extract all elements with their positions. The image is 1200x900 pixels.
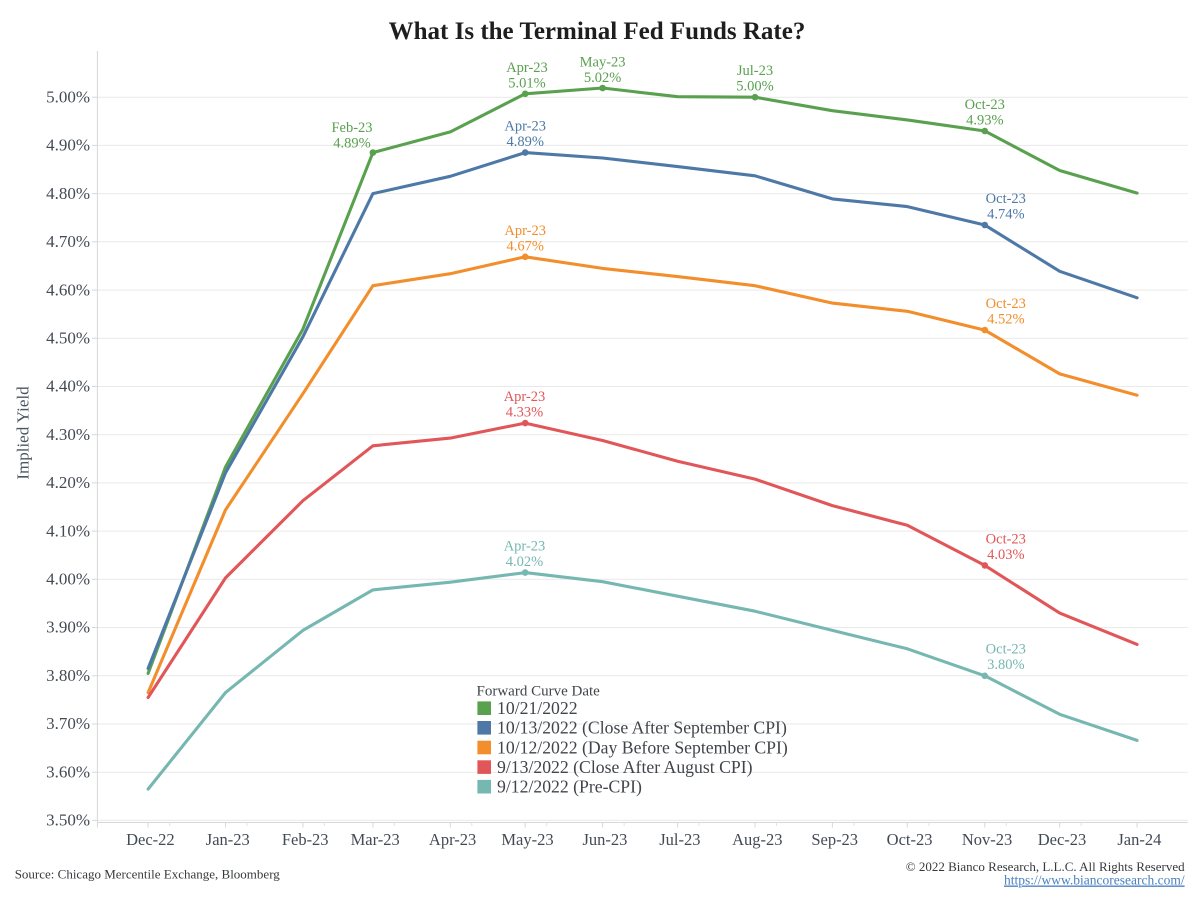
- svg-text:Apr-23: Apr-23: [504, 119, 546, 135]
- svg-text:Nov-23: Nov-23: [962, 830, 1012, 849]
- svg-text:Apr-23: Apr-23: [506, 60, 548, 76]
- svg-text:3.80%: 3.80%: [987, 657, 1024, 673]
- svg-text:Source: Chicago Mercentile Exc: Source: Chicago Mercentile Exchange, Blo…: [15, 867, 281, 882]
- svg-text:Oct-23: Oct-23: [887, 830, 933, 849]
- svg-text:Oct-23: Oct-23: [965, 97, 1005, 113]
- svg-text:Jan-23: Jan-23: [206, 830, 250, 849]
- svg-text:4.74%: 4.74%: [987, 207, 1024, 223]
- svg-text:Jul-23: Jul-23: [737, 63, 773, 79]
- svg-text:Forward Curve Date: Forward Curve Date: [477, 684, 601, 700]
- svg-text:4.02%: 4.02%: [506, 554, 543, 570]
- svg-text:Jul-23: Jul-23: [659, 830, 700, 849]
- svg-text:Apr-23: Apr-23: [429, 830, 476, 849]
- svg-text:Jun-23: Jun-23: [582, 830, 627, 849]
- svg-text:4.10%: 4.10%: [46, 521, 90, 540]
- svg-text:4.60%: 4.60%: [46, 280, 90, 299]
- svg-text:Feb-23: Feb-23: [282, 830, 329, 849]
- svg-text:4.93%: 4.93%: [966, 112, 1003, 128]
- svg-text:© 2022 Bianco Research, L.L.C.: © 2022 Bianco Research, L.L.C. All Right…: [906, 859, 1185, 874]
- svg-text:3.80%: 3.80%: [46, 666, 90, 685]
- svg-text:Jan-24: Jan-24: [1117, 830, 1161, 849]
- svg-text:4.50%: 4.50%: [46, 329, 90, 348]
- svg-text:Dec-23: Dec-23: [1038, 830, 1087, 849]
- svg-text:Apr-23: Apr-23: [504, 223, 546, 239]
- svg-text:Aug-23: Aug-23: [732, 830, 782, 849]
- svg-text:3.90%: 3.90%: [46, 618, 90, 637]
- svg-text:Oct-23: Oct-23: [986, 642, 1026, 658]
- svg-text:5.00%: 5.00%: [736, 79, 773, 95]
- svg-text:10/21/2022: 10/21/2022: [497, 698, 578, 718]
- svg-text:3.60%: 3.60%: [46, 762, 90, 781]
- svg-text:What Is the Terminal Fed Funds: What Is the Terminal Fed Funds Rate?: [389, 18, 806, 45]
- svg-text:4.03%: 4.03%: [987, 547, 1024, 563]
- svg-text:4.89%: 4.89%: [506, 134, 543, 150]
- svg-text:4.52%: 4.52%: [987, 312, 1024, 328]
- svg-text:May-23: May-23: [501, 830, 553, 849]
- svg-text:Oct-23: Oct-23: [986, 296, 1026, 312]
- svg-text:Implied Yield: Implied Yield: [14, 386, 33, 480]
- svg-text:10/12/2022 (Day Before Septemb: 10/12/2022 (Day Before September CPI): [497, 737, 788, 757]
- svg-text:10/13/2022 (Close After Septem: 10/13/2022 (Close After September CPI): [497, 718, 787, 738]
- svg-text:5.00%: 5.00%: [46, 87, 90, 106]
- svg-text:Sep-23: Sep-23: [811, 830, 858, 849]
- svg-text:4.00%: 4.00%: [46, 570, 90, 589]
- svg-text:4.40%: 4.40%: [46, 377, 90, 396]
- svg-text:4.67%: 4.67%: [506, 238, 543, 254]
- svg-text:https://www.biancoresearch.com: https://www.biancoresearch.com/: [1004, 873, 1185, 888]
- svg-text:4.20%: 4.20%: [46, 473, 90, 492]
- svg-text:9/12/2022 (Pre-CPI): 9/12/2022 (Pre-CPI): [497, 777, 642, 797]
- svg-text:Apr-23: Apr-23: [504, 389, 546, 405]
- svg-text:May-23: May-23: [580, 55, 626, 71]
- svg-text:3.50%: 3.50%: [46, 811, 90, 830]
- svg-text:Mar-23: Mar-23: [351, 830, 400, 849]
- svg-text:4.90%: 4.90%: [46, 136, 90, 155]
- svg-text:Apr-23: Apr-23: [504, 539, 546, 555]
- svg-text:4.80%: 4.80%: [46, 184, 90, 203]
- svg-text:4.33%: 4.33%: [506, 405, 543, 421]
- svg-text:5.02%: 5.02%: [584, 70, 621, 86]
- svg-text:9/13/2022 (Close After August: 9/13/2022 (Close After August CPI): [497, 757, 753, 777]
- svg-text:Oct-23: Oct-23: [986, 531, 1026, 547]
- svg-text:4.30%: 4.30%: [46, 425, 90, 444]
- svg-text:4.89%: 4.89%: [333, 136, 370, 152]
- svg-text:4.70%: 4.70%: [46, 232, 90, 251]
- svg-text:Oct-23: Oct-23: [986, 191, 1026, 207]
- svg-text:3.70%: 3.70%: [46, 714, 90, 733]
- svg-text:Dec-22: Dec-22: [126, 830, 175, 849]
- svg-text:Feb-23: Feb-23: [331, 120, 372, 136]
- svg-text:5.01%: 5.01%: [508, 75, 545, 91]
